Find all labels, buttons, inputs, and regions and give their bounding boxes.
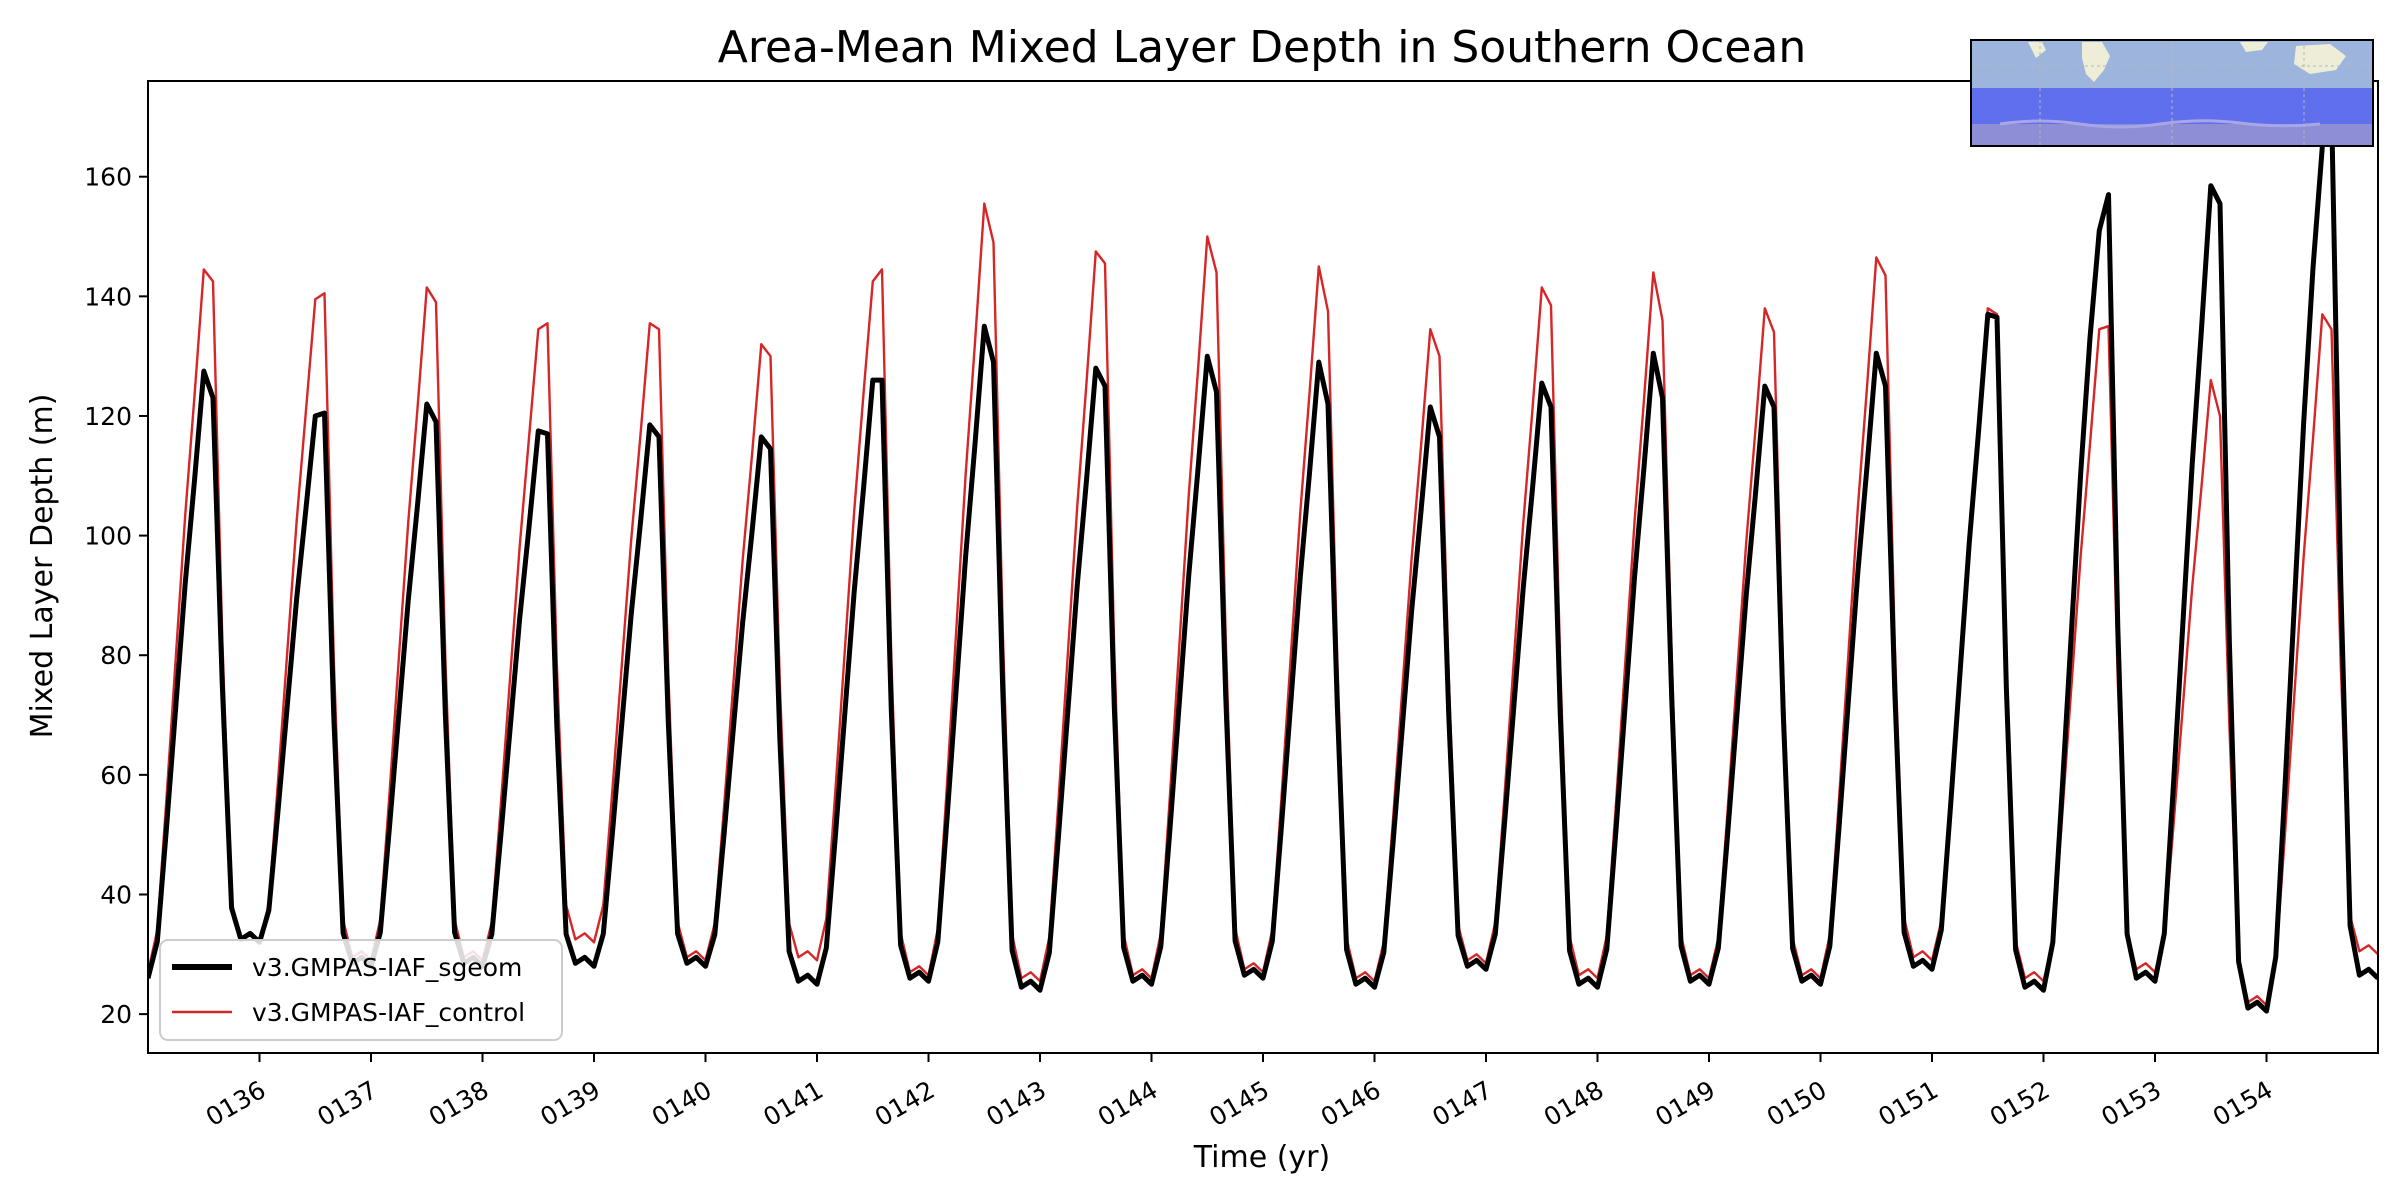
legend-label-control: v3.GMPAS-IAF_control — [252, 998, 525, 1027]
inset-map — [1970, 39, 2374, 147]
series-line-sgeom — [148, 102, 2378, 1014]
inset-map-asia — [2240, 42, 2268, 52]
inset-map-antarctica — [1971, 124, 2373, 146]
legend-box — [159, 939, 563, 1041]
inset-map-south-america — [2028, 42, 2046, 58]
chart-title: Area-Mean Mixed Layer Depth in Southern … — [718, 22, 1807, 73]
legend: v3.GMPAS-IAF_sgeom v3.GMPAS-IAF_control — [159, 939, 563, 1041]
plot-frame — [147, 80, 2379, 1054]
inset-map-frame — [1970, 39, 2374, 147]
legend-label-sgeom: v3.GMPAS-IAF_sgeom — [252, 953, 522, 982]
x-axis-label: Time (yr) — [1193, 1140, 1330, 1175]
y-tick-label: 80 — [100, 641, 132, 670]
series-layer — [148, 102, 2378, 1014]
y-axis-ticks: 20 40 60 80 100 120 140 160 — [84, 163, 148, 1029]
inset-map-africa — [2082, 42, 2110, 82]
y-tick-label: 140 — [84, 282, 132, 311]
y-axis-label: Mixed Layer Depth (m) — [25, 394, 60, 739]
y-tick-label: 100 — [84, 522, 132, 551]
y-tick-label: 120 — [84, 402, 132, 431]
y-tick-label: 40 — [100, 880, 132, 909]
y-tick-label: 60 — [100, 761, 132, 790]
y-tick-label: 160 — [84, 163, 132, 192]
inset-map-coastline — [1999, 119, 2321, 129]
y-tick-label: 20 — [100, 1000, 132, 1029]
